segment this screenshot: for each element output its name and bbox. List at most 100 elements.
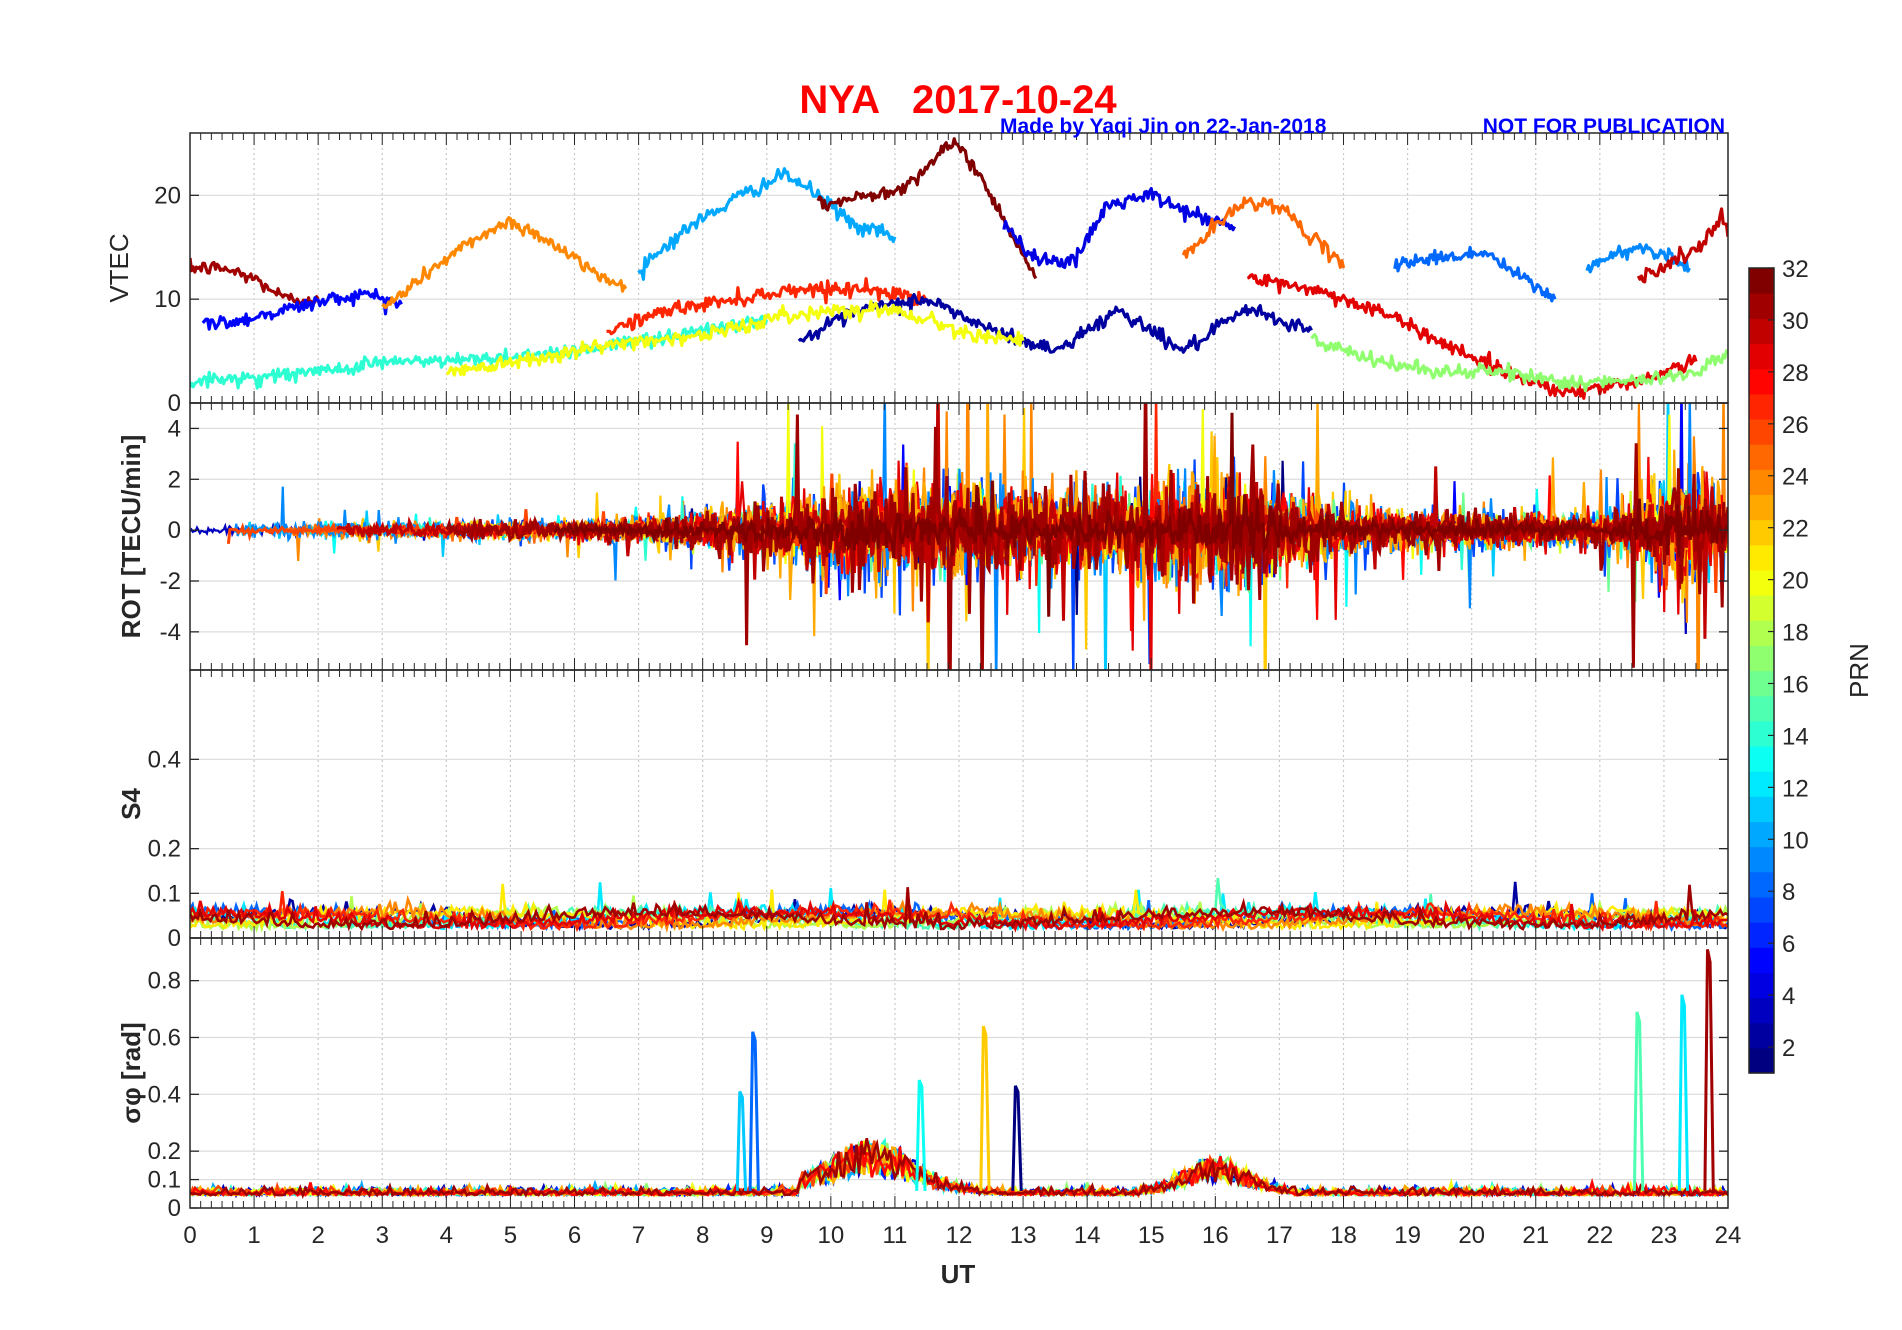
colorbar-tick-label: 2 [1782, 1035, 1795, 1062]
colorbar-swatch [1749, 595, 1774, 621]
figure-title: NYA 2017-10-24 [799, 78, 1117, 122]
x-tick-label: 9 [760, 1222, 773, 1249]
colorbar-tick-label: 28 [1782, 360, 1809, 387]
colorbar-swatch [1749, 393, 1774, 420]
x-tick-label: 24 [1715, 1222, 1742, 1249]
s4-series-line [190, 884, 1728, 932]
vtec-series-line [446, 299, 1025, 377]
colorbar-swatch [1749, 494, 1774, 521]
sigma-series-group [190, 949, 1728, 1200]
y-axis-label: S4 [116, 788, 146, 820]
colorbar-tick-label: 12 [1782, 775, 1809, 802]
colorbar-swatch [1749, 1022, 1774, 1049]
colorbar-swatch [1749, 720, 1774, 747]
vtec-series-line [190, 257, 320, 307]
colorbar-tick-label: 16 [1782, 671, 1809, 698]
vtec-series-group [190, 137, 1728, 400]
colorbar-tick-label: 20 [1782, 568, 1809, 595]
colorbar-swatch [1749, 418, 1774, 445]
rot-series-line [553, 412, 1728, 617]
colorbar-swatch [1749, 268, 1774, 294]
colorbar-tick-label: 6 [1782, 931, 1795, 958]
y-tick-label: 10 [154, 286, 181, 313]
x-tick-label: 23 [1651, 1222, 1678, 1249]
x-tick-label: 16 [1202, 1222, 1229, 1249]
y-tick-label: 0 [168, 1195, 181, 1222]
colorbar-tick-label: 8 [1782, 879, 1795, 906]
vtec-series-line [1393, 245, 1557, 303]
sigma-spike [1703, 949, 1715, 1191]
sigma-spike [915, 1079, 927, 1191]
colorbar-swatch [1749, 1047, 1774, 1074]
y-tick-label: 0 [168, 390, 181, 417]
axes-frame [189, 937, 1729, 1209]
colorbar-swatch [1749, 947, 1774, 973]
credit-text: Made by Yaqi Jin on 22-Jan-2018 [1000, 115, 1327, 138]
colorbar-swatch [1749, 796, 1774, 823]
colorbar-swatch [1749, 569, 1774, 596]
colorbar-swatch [1749, 997, 1774, 1024]
y-tick-label: 0.1 [148, 1167, 181, 1194]
x-tick-label: 4 [440, 1222, 453, 1249]
sigma-spike [1632, 1011, 1645, 1191]
y-axis-label: ROT [TECU/min] [116, 435, 146, 639]
colorbar-frame [1748, 267, 1775, 1074]
colorbar-tick-label: 24 [1782, 464, 1809, 491]
x-tick-label: 7 [632, 1222, 645, 1249]
rot-series-group [190, 403, 1728, 670]
colorbar-swatch [1749, 871, 1774, 898]
colorbar-tick-label: 22 [1782, 516, 1809, 543]
colorbar-swatch [1749, 620, 1774, 646]
x-tick-label: 5 [504, 1222, 517, 1249]
y-tick-label: 0.6 [148, 1024, 181, 1051]
x-tick-label: 21 [1522, 1222, 1549, 1249]
sigma-spike [979, 1025, 991, 1191]
colorbar-tick-label: 14 [1782, 723, 1809, 750]
y-tick-label: 0.4 [148, 1081, 181, 1108]
notice-text: NOT FOR PUBLICATION [1483, 115, 1725, 138]
x-tick-label: 11 [882, 1222, 907, 1249]
colorbar-tick-label: 10 [1782, 827, 1809, 854]
vtec-series-line [1246, 273, 1698, 400]
y-tick-label: 0.2 [148, 1138, 181, 1165]
colorbar-swatch [1749, 695, 1774, 722]
sigma-spike [735, 1090, 748, 1191]
y-tick-label: 0.8 [148, 968, 181, 995]
sigma-spike [1011, 1085, 1023, 1191]
x-tick-label: 1 [247, 1222, 260, 1249]
colorbar-swatch [1749, 922, 1774, 948]
x-tick-label: 6 [568, 1222, 581, 1249]
colorbar-swatch [1749, 821, 1774, 848]
y-tick-label: 0.4 [148, 746, 181, 773]
colorbar-swatch [1749, 771, 1774, 797]
colorbar-tick-label: 26 [1782, 412, 1809, 439]
vtec-series-line [1636, 207, 1728, 284]
colorbar-swatch [1749, 544, 1774, 571]
y-axis-label: VTEC [104, 233, 134, 302]
y-axis-label: σφ [rad] [116, 1022, 146, 1123]
y-tick-label: 0.2 [148, 836, 181, 863]
colorbar-swatch [1749, 444, 1774, 470]
x-tick-label: 0 [183, 1222, 196, 1249]
x-tick-label: 15 [1138, 1222, 1165, 1249]
vtec-series-line [637, 167, 897, 281]
x-tick-label: 12 [946, 1222, 973, 1249]
colorbar-swatch [1749, 469, 1774, 496]
y-tick-label: -4 [160, 619, 181, 646]
vtec-series-line [1310, 333, 1728, 393]
sigma-series-line [190, 1138, 1728, 1200]
series-layer [190, 137, 1728, 1200]
x-tick-label: 13 [1010, 1222, 1037, 1249]
colorbar-swatch [1749, 293, 1774, 319]
y-tick-label: 20 [154, 182, 181, 209]
x-tick-label: 19 [1394, 1222, 1421, 1249]
vtec-series-line [1181, 196, 1346, 269]
colorbar-tick-label: 30 [1782, 308, 1809, 335]
y-tick-label: 0.1 [148, 880, 181, 907]
x-tick-label: 10 [817, 1222, 844, 1249]
x-axis-label: UT [941, 1259, 976, 1289]
s4-series-line [190, 891, 1728, 933]
colorbar-tick-label: 18 [1782, 620, 1809, 647]
x-tick-label: 2 [311, 1222, 324, 1249]
